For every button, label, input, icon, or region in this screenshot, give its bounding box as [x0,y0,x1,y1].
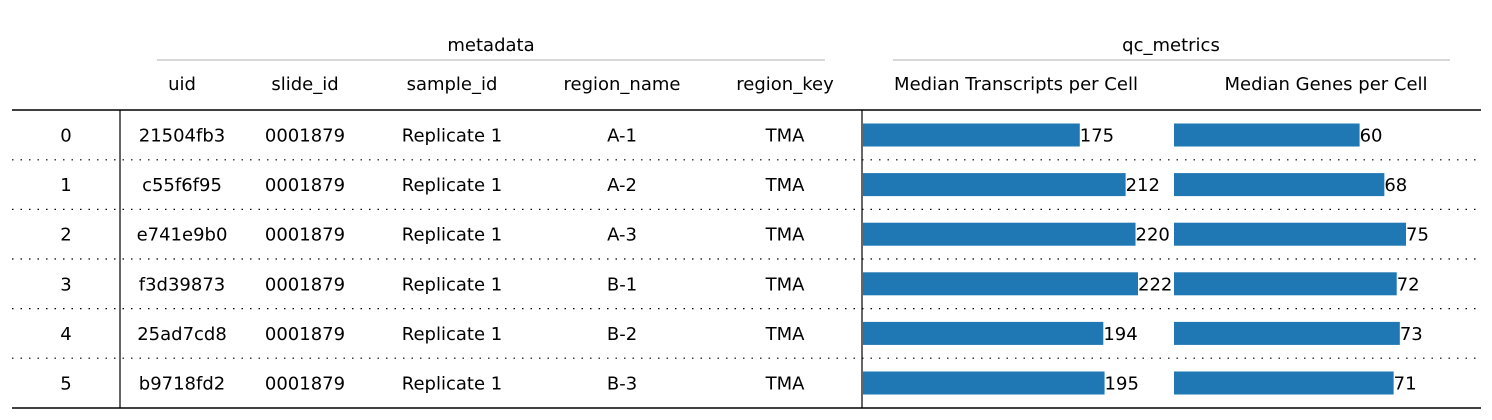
cell-region-key: TMA [765,175,806,196]
bar-median-genes [1174,272,1397,296]
cell-region-name: B-3 [607,374,637,395]
cell-slide-id: 0001879 [265,274,345,295]
column-header-median-genes: Median Genes per Cell [1224,74,1427,95]
bar-label-median-genes: 71 [1394,374,1417,395]
cell-uid: 21504fb3 [139,126,225,147]
row-index: 4 [60,324,71,345]
cell-slide-id: 0001879 [265,374,345,395]
cell-region-name: B-2 [607,324,637,345]
column-header-region-name: region_name [564,74,681,95]
column-header-sample-id: sample_id [407,74,498,95]
row-index: 1 [60,175,71,196]
row-index: 3 [60,274,71,295]
bar-median-transcripts [863,123,1080,147]
bar-label-median-genes: 73 [1400,324,1423,345]
cell-region-key: TMA [765,374,806,395]
bar-label-median-genes: 72 [1397,274,1420,295]
bar-label-median-transcripts: 212 [1126,175,1160,196]
cell-slide-id: 0001879 [265,175,345,196]
cell-slide-id: 0001879 [265,126,345,147]
cell-region-key: TMA [765,274,806,295]
cell-uid: e741e9b0 [137,225,228,246]
row-index: 5 [60,374,71,395]
cell-slide-id: 0001879 [265,324,345,345]
table-rows: 0 21504fb3 0001879 Replicate 1 A-1 TMA 175 60 1 c… [12,123,1481,395]
cell-region-key: TMA [765,126,806,147]
bar-median-genes [1174,371,1394,395]
cell-region-name: B-1 [607,274,637,295]
cell-uid: 25ad7cd8 [137,324,227,345]
bar-median-genes [1174,222,1406,246]
bar-median-transcripts [863,222,1136,246]
bar-median-genes [1174,321,1400,345]
bar-label-median-genes: 68 [1384,175,1407,196]
bar-median-genes [1174,123,1360,147]
column-header-slide-id: slide_id [271,74,338,95]
cell-sample-id: Replicate 1 [402,324,502,345]
row-index: 2 [60,225,71,246]
cell-sample-id: Replicate 1 [402,175,502,196]
cell-sample-id: Replicate 1 [402,274,502,295]
cell-region-key: TMA [765,324,806,345]
bar-label-median-genes: 75 [1406,225,1429,246]
cell-uid: b9718fd2 [139,374,225,395]
cell-uid: c55f6f95 [142,175,222,196]
bar-median-transcripts [863,272,1138,296]
cell-uid: f3d39873 [139,274,225,295]
bar-label-median-transcripts: 175 [1080,126,1114,147]
group-header-qc-metrics: qc_metrics [1122,35,1220,56]
column-header-median-transcripts: Median Transcripts per Cell [894,74,1138,95]
bar-label-median-genes: 60 [1360,126,1383,147]
bar-median-transcripts [863,173,1126,197]
bar-median-transcripts [863,321,1104,345]
cell-sample-id: Replicate 1 [402,225,502,246]
row-index: 0 [60,126,71,147]
cell-region-name: A-3 [607,225,637,246]
bar-label-median-transcripts: 220 [1136,225,1170,246]
bar-median-transcripts [863,371,1105,395]
bar-label-median-transcripts: 194 [1103,324,1137,345]
cell-sample-id: Replicate 1 [402,126,502,147]
bar-median-genes [1174,173,1385,197]
cell-sample-id: Replicate 1 [402,374,502,395]
group-header-metadata: metadata [447,35,534,56]
cell-slide-id: 0001879 [265,225,345,246]
cell-region-name: A-1 [607,126,637,147]
column-header-uid: uid [168,74,196,95]
bar-label-median-transcripts: 222 [1138,274,1172,295]
cell-region-key: TMA [765,225,806,246]
bar-label-median-transcripts: 195 [1105,374,1139,395]
column-header-region-key: region_key [736,74,834,95]
cell-region-name: A-2 [607,175,637,196]
